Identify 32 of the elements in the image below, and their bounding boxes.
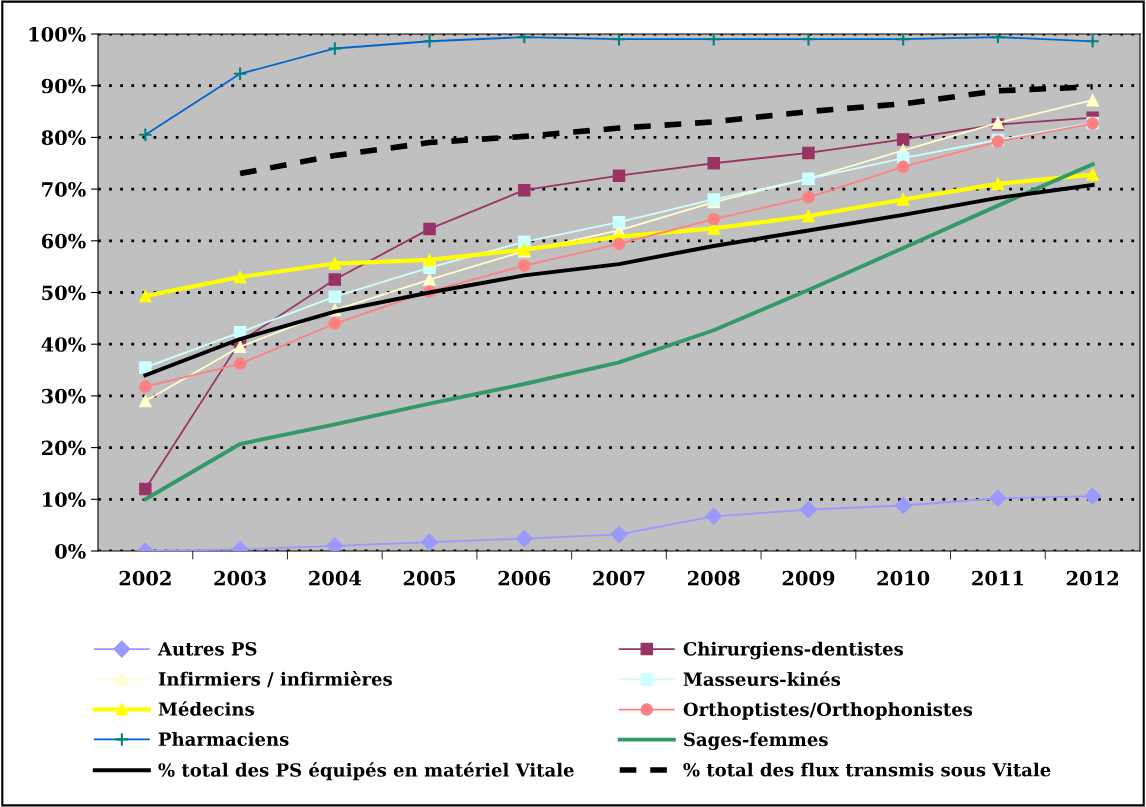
legend-label: % total des flux transmis sous Vitale [683, 762, 1051, 777]
x-tick-label: 2003 [214, 570, 266, 586]
legend-label: Masseurs-kinés [683, 671, 841, 687]
legend-label: Chirurgiens-dentistes [683, 641, 904, 660]
y-tick-label: 80% [41, 130, 86, 146]
y-tick-label: 50% [42, 285, 86, 301]
legend-label: Infirmiers / infirmières [158, 671, 392, 688]
y-tick-label: 10% [43, 492, 86, 507]
x-tick-label: 2004 [309, 570, 362, 586]
y-tick-label: 60% [41, 233, 86, 249]
x-tick-label: 2010 [877, 570, 930, 586]
x-tick-label: 2009 [782, 570, 835, 586]
y-tick-label: 0% [55, 543, 86, 559]
x-tick-label: 2008 [687, 570, 740, 586]
x-tick-label: 2002 [119, 570, 171, 586]
y-tick-label: 20% [41, 440, 86, 456]
y-tick-label: 90% [41, 78, 86, 94]
x-tick-label: 2007 [593, 570, 645, 586]
legend-label: Autres PS [157, 641, 257, 656]
legend-label: Médecins [158, 701, 254, 716]
y-tick-label: 40% [41, 337, 86, 352]
x-tick-label: 2012 [1066, 570, 1118, 586]
legend-label: Orthoptistes/Orthophonistes [683, 702, 973, 720]
y-tick-label: 30% [42, 388, 86, 404]
legend-label: Pharmaciens [158, 732, 289, 746]
y-tick-label: 70% [42, 182, 86, 197]
legend-label: % total des PS équipés en matériel Vitale [158, 762, 574, 781]
x-tick-label: 2006 [498, 570, 551, 586]
x-tick-label: 2011 [972, 570, 1024, 586]
x-tick-label: 2005 [403, 570, 456, 586]
y-tick-label: 100% [29, 26, 86, 42]
legend-label: Sages-femmes [684, 732, 828, 750]
